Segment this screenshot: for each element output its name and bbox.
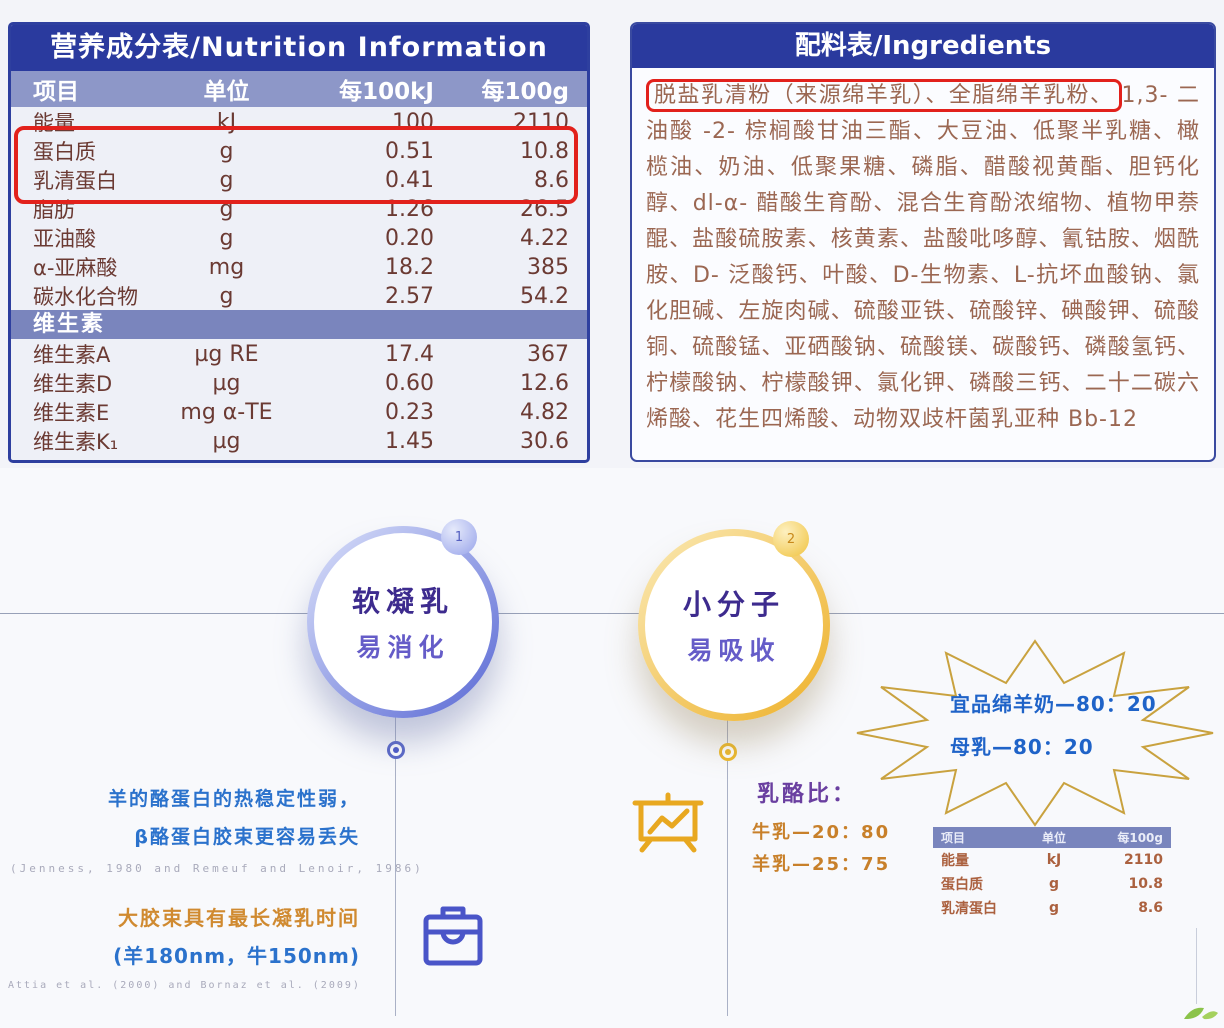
ingredients-title: 配料表/Ingredients <box>632 24 1214 68</box>
table-row: 碳水化合物 g 2.57 54.2 <box>33 283 569 310</box>
feature-subtitle: 易吸收 <box>687 636 781 665</box>
header-per100kj: 每100kJ <box>339 79 434 105</box>
table-row: 蛋白质 g 0.51 10.8 <box>33 138 569 165</box>
mini-nutrition-table: 项目 单位 每100g 能量 kJ 2110 蛋白质 g 10.8 乳清蛋白 g… <box>933 827 1171 920</box>
table-row: α-亚麻酸 mg 18.2 385 <box>33 254 569 281</box>
right-connector-line <box>727 707 728 1016</box>
table-row-cutoff: 维生素B₁ <box>11 455 587 460</box>
feature-subtitle: 易消化 <box>356 633 450 662</box>
casein-note-line2: β酪蛋白胶束更容易丢失 <box>134 826 360 848</box>
table-row: 维生素E mg α-TE 0.23 4.82 <box>33 399 569 426</box>
table-row: 亚油酸 g 0.20 4.22 <box>33 225 569 252</box>
horizontal-axis-line <box>0 613 1224 614</box>
citation-2: Attia et al. (2000) and Bornaz et al. (2… <box>8 980 361 991</box>
briefcase-icon <box>423 906 483 966</box>
table-row: 能量 kJ 100 2110 <box>33 109 569 136</box>
bottom-section-background <box>0 468 1224 1028</box>
blue-node-marker <box>387 741 405 759</box>
feature-circle-soft-curd: 软凝乳 易消化 <box>307 526 499 718</box>
brand-ratio-text: 宜品绵羊奶—80：20 <box>950 692 1157 716</box>
cow-milk-ratio: 牛乳—20：80 <box>752 822 891 843</box>
sprout-icon <box>1184 1007 1218 1020</box>
table-row: 维生素D µg 0.60 12.6 <box>33 370 569 397</box>
ingredients-rest: 1,3- 二油酸 -2- 棕榈酸甘油三酯、大豆油、低聚半乳糖、橄榄油、奶油、低聚… <box>646 83 1200 432</box>
nutrition-table-body: 能量 kJ 100 2110 蛋白质 g 0.51 10.8 乳清蛋白 g 0.… <box>11 107 587 460</box>
breast-milk-ratio-text: 母乳—80：20 <box>950 735 1094 759</box>
table-row: 维生素K₁ µg 1.45 30.6 <box>33 428 569 455</box>
starburst-shape <box>856 639 1214 827</box>
micelle-note: 大胶束具有最长凝乳时间 <box>118 906 360 930</box>
left-connector-line <box>395 704 396 1016</box>
feature-title: 小分子 <box>682 588 785 621</box>
feature-title: 软凝乳 <box>351 585 454 618</box>
nutrition-table-header: 项目 单位 每100kJ 每100g <box>11 71 587 107</box>
feature-badge-2: 2 <box>773 521 809 557</box>
table-row: 乳清蛋白 g 0.41 8.6 <box>33 167 569 194</box>
table-row: 蛋白质 g 10.8 <box>941 876 1163 893</box>
casein-note-line1: 羊的酪蛋白的热稳定性弱， <box>107 788 360 810</box>
ingredients-text: 脱盐乳清粉（来源绵羊乳）、全脂绵羊乳粉、 1,3- 二油酸 -2- 棕榈酸甘油三酯… <box>632 68 1214 438</box>
table-row: 脂肪 g 1.26 26.5 <box>33 196 569 223</box>
table-row: 维生素A µg RE 17.4 367 <box>33 341 569 368</box>
whey-casein-ratio-heading: 乳酪比： <box>757 782 858 807</box>
presentation-board-icon <box>632 792 704 853</box>
ingredients-highlighted-segment: 脱盐乳清粉（来源绵羊乳）、全脂绵羊乳粉、 <box>646 79 1122 112</box>
table-row: 乳清蛋白 g 8.6 <box>941 900 1163 917</box>
nutrition-table-panel: 营养成分表/Nutrition Information 项目 单位 每100kJ… <box>8 22 590 463</box>
header-item: 项目 <box>33 79 79 105</box>
yellow-node-marker <box>719 743 737 761</box>
header-per100g: 每100g <box>481 79 569 105</box>
header-unit: 单位 <box>203 79 250 105</box>
citation-1: (Jenness, 1980 and Remeuf and Lenoir, 19… <box>10 862 424 875</box>
vitamin-section-band: 维生素 <box>11 310 587 339</box>
nutrition-table-title: 营养成分表/Nutrition Information <box>11 25 587 71</box>
corner-connector-line <box>1196 928 1197 1004</box>
micelle-size-note: (羊180nm，牛150nm) <box>113 944 360 968</box>
feature-badge-1: 1 <box>441 519 477 555</box>
mini-table-header: 项目 单位 每100g <box>933 827 1171 848</box>
table-row: 能量 kJ 2110 <box>941 852 1163 869</box>
ingredients-panel: 配料表/Ingredients 脱盐乳清粉（来源绵羊乳）、全脂绵羊乳粉、 1,3-… <box>630 22 1216 462</box>
feature-circle-small-molecule: 小分子 易吸收 <box>638 529 830 721</box>
sheep-milk-ratio: 羊乳—25：75 <box>752 854 891 875</box>
